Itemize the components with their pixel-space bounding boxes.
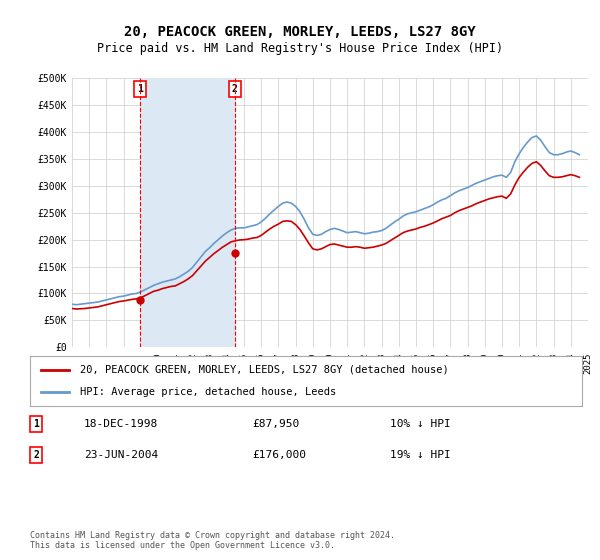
Text: Price paid vs. HM Land Registry's House Price Index (HPI): Price paid vs. HM Land Registry's House …: [97, 42, 503, 55]
Text: 2: 2: [33, 450, 39, 460]
Text: 1: 1: [137, 84, 143, 94]
Text: 20, PEACOCK GREEN, MORLEY, LEEDS, LS27 8GY (detached house): 20, PEACOCK GREEN, MORLEY, LEEDS, LS27 8…: [80, 365, 448, 375]
Text: 1: 1: [33, 419, 39, 429]
Text: 18-DEC-1998: 18-DEC-1998: [84, 419, 158, 429]
Text: 20, PEACOCK GREEN, MORLEY, LEEDS, LS27 8GY: 20, PEACOCK GREEN, MORLEY, LEEDS, LS27 8…: [124, 25, 476, 39]
Text: 23-JUN-2004: 23-JUN-2004: [84, 450, 158, 460]
Text: HPI: Average price, detached house, Leeds: HPI: Average price, detached house, Leed…: [80, 387, 336, 397]
Bar: [140, 78, 235, 347]
Text: £176,000: £176,000: [252, 450, 306, 460]
Text: Contains HM Land Registry data © Crown copyright and database right 2024.
This d: Contains HM Land Registry data © Crown c…: [30, 530, 395, 550]
Text: £87,950: £87,950: [252, 419, 299, 429]
Text: 2: 2: [232, 84, 238, 94]
Text: 19% ↓ HPI: 19% ↓ HPI: [390, 450, 451, 460]
Text: 10% ↓ HPI: 10% ↓ HPI: [390, 419, 451, 429]
